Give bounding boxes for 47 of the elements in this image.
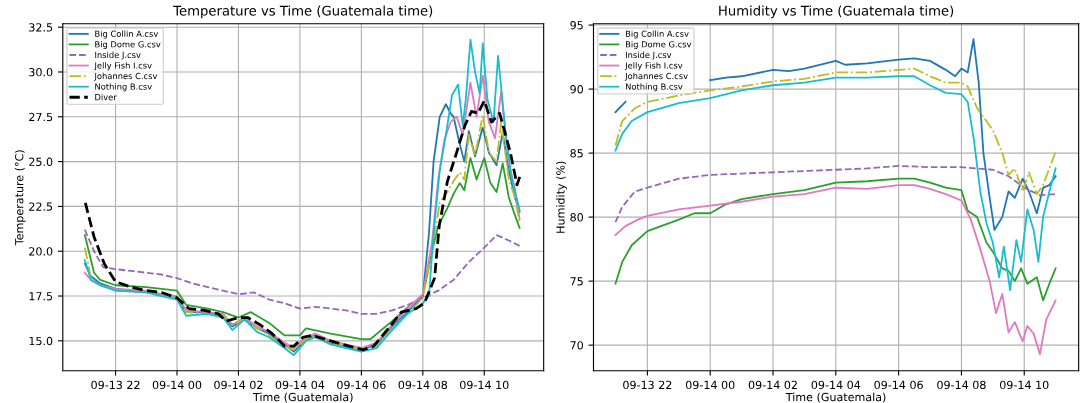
legend-label: Inside J.csv xyxy=(95,51,141,60)
legend-label: Big Collin A.csv xyxy=(95,30,159,39)
x-tick-label: 09-14 08 xyxy=(937,380,986,390)
y-axis-title: Temperature (°C) xyxy=(14,150,26,246)
y-tick-label: 90 xyxy=(570,85,584,94)
y-tick-label: 30.0 xyxy=(29,67,53,77)
x-tick-label: 09-13 22 xyxy=(91,380,140,390)
chart-title: Temperature vs Time (Guatemala time) xyxy=(173,5,433,19)
y-tick-label: 27.5 xyxy=(29,112,53,122)
y-tick-label: 20.0 xyxy=(29,247,53,256)
y-tick-label: 22.5 xyxy=(29,202,53,211)
x-tick-label: 09-13 22 xyxy=(623,380,672,390)
legend-label: Nothing B.csv xyxy=(625,83,683,92)
x-tick-label: 09-14 06 xyxy=(874,380,923,390)
legend-label: Nothing B.csv xyxy=(95,83,152,92)
y-tick-label: 25.0 xyxy=(29,157,53,166)
y-axis-title: Humidity (%) xyxy=(556,161,567,233)
legend-label: Diver xyxy=(95,93,117,101)
x-tick-label: 09-14 10 xyxy=(999,380,1049,390)
legend-label: Jelly Fish I.csv xyxy=(94,62,152,71)
y-tick-label: 95 xyxy=(570,21,583,30)
x-axis-title: Time (Guatemala) xyxy=(252,392,353,403)
x-tick-label: 09-14 10 xyxy=(460,380,509,390)
legend-label: Inside J.csv xyxy=(625,51,672,60)
legend-label: Johannes C.csv xyxy=(94,72,158,81)
chart-title: Humidity vs Time (Guatemala time) xyxy=(719,5,954,19)
y-tick-label: 32.5 xyxy=(29,23,53,32)
x-tick-label: 09-14 02 xyxy=(748,380,797,390)
x-tick-label: 09-14 04 xyxy=(811,380,861,390)
x-tick-label: 09-14 04 xyxy=(275,380,325,390)
x-tick-label: 09-14 00 xyxy=(152,380,202,390)
legend-label: Jelly Fish I.csv xyxy=(624,62,683,71)
y-tick-label: 15.0 xyxy=(29,336,53,346)
legend-label: Big Collin A.csv xyxy=(625,30,689,39)
x-tick-label: 09-14 00 xyxy=(685,380,735,390)
x-tick-label: 09-14 02 xyxy=(214,380,263,390)
y-tick-label: 17.5 xyxy=(29,292,53,301)
y-tick-label: 85 xyxy=(570,149,583,158)
x-tick-label: 09-14 06 xyxy=(337,380,386,390)
legend-label: Big Dome G.csv xyxy=(625,41,692,50)
y-tick-label: 70 xyxy=(570,341,584,350)
legend-label: Johannes C.csv xyxy=(624,72,688,81)
y-tick-label: 75 xyxy=(570,277,583,286)
x-tick-label: 09-14 08 xyxy=(398,380,448,390)
x-axis-title: Time (Guatemala) xyxy=(785,392,886,403)
y-tick-label: 80 xyxy=(570,213,584,222)
legend-label: Big Dome G.csv xyxy=(95,41,161,50)
